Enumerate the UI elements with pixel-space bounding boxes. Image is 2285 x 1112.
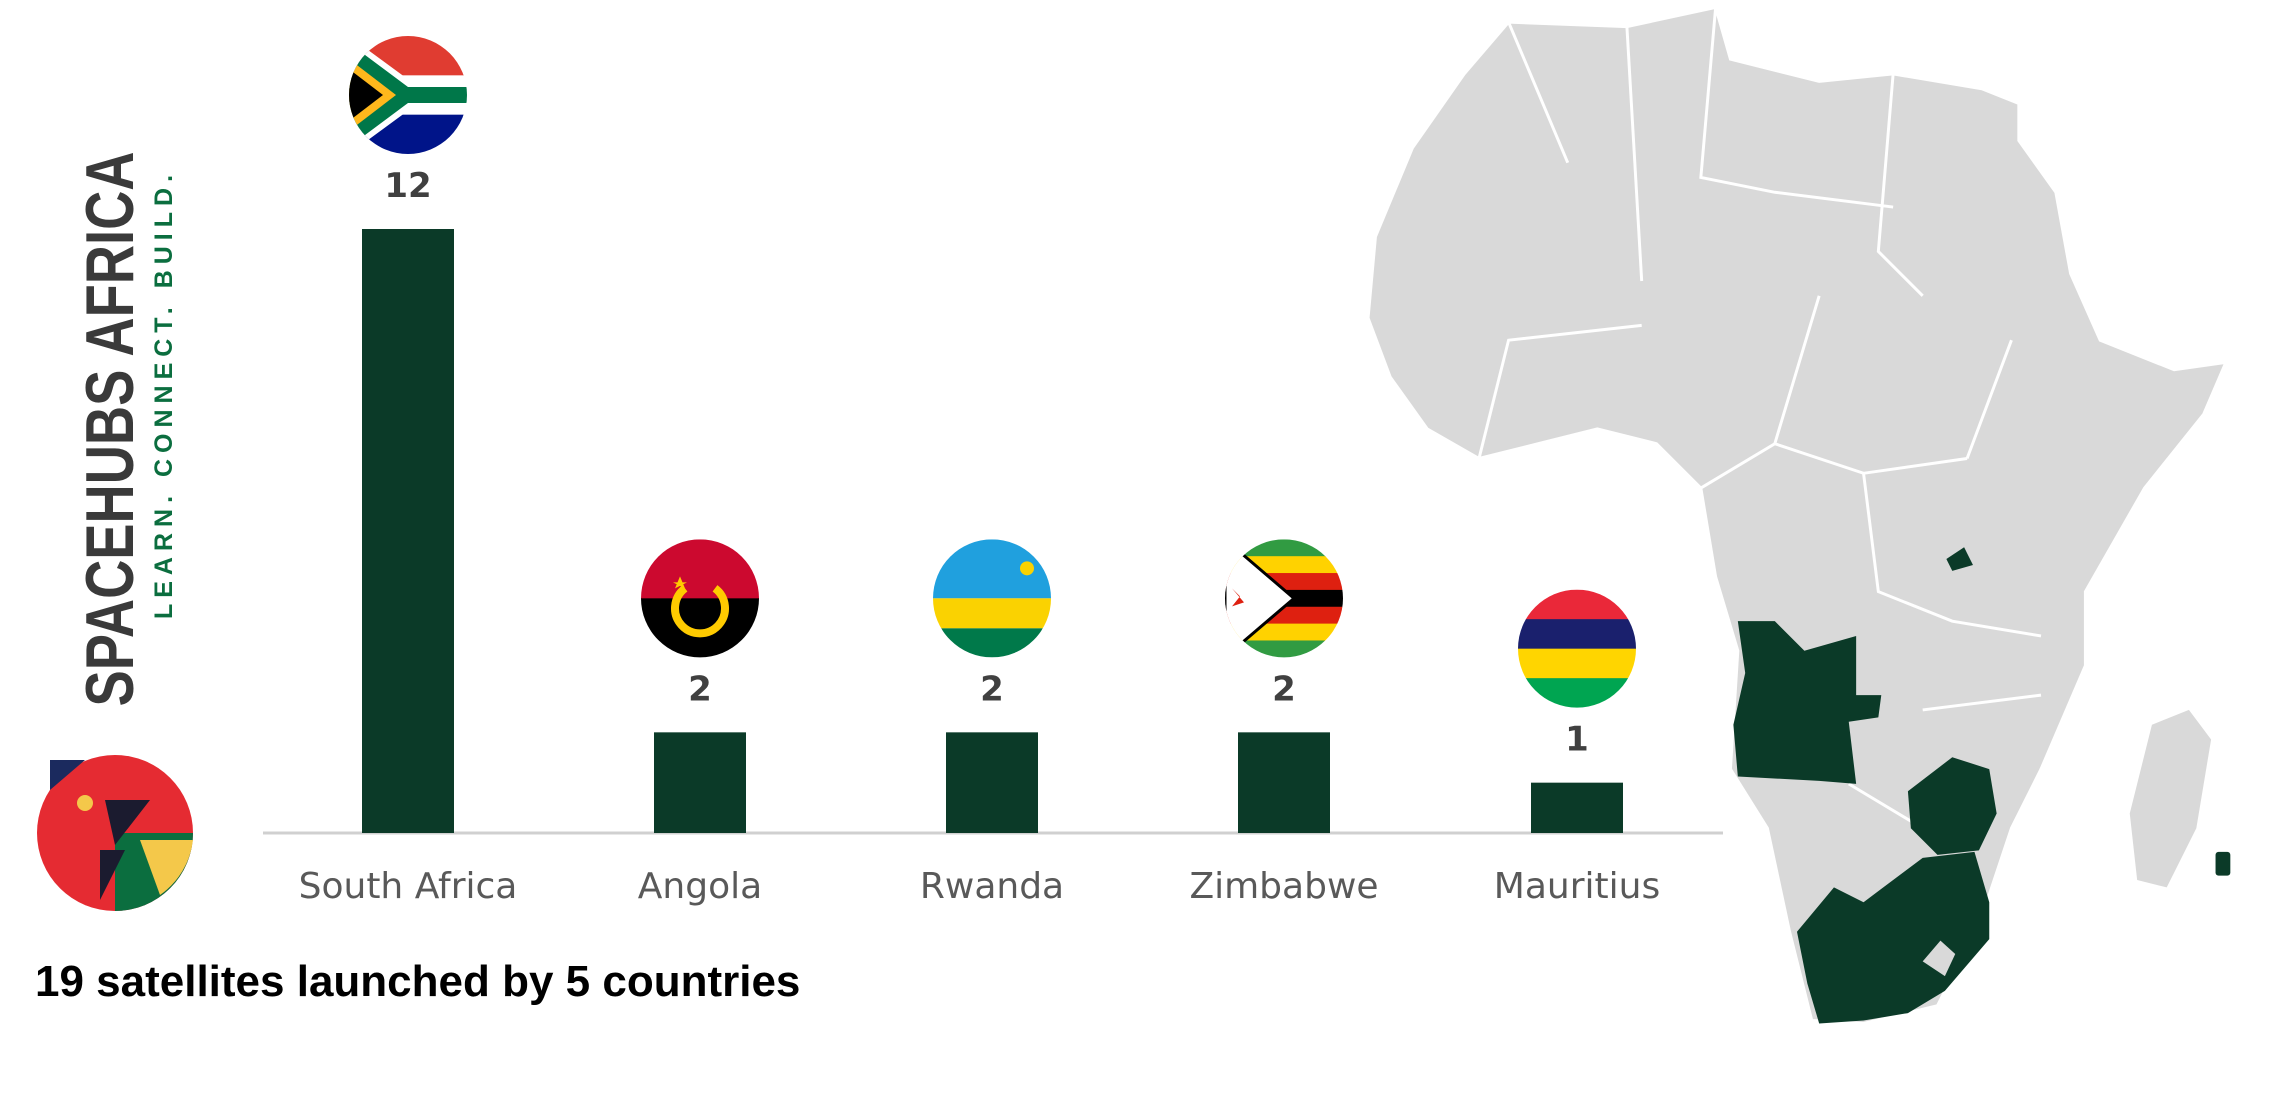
flag xyxy=(349,36,467,154)
x-tick-label: Rwanda xyxy=(920,866,1064,907)
brand: SPACEHUBS AFRICA xyxy=(72,152,148,707)
value-label: 1 xyxy=(1565,720,1589,760)
flag xyxy=(933,539,1051,658)
bar xyxy=(1531,782,1623,833)
x-tick-label: Zimbabwe xyxy=(1189,866,1378,907)
x-tick-label: Mauritius xyxy=(1494,866,1660,907)
flag-part xyxy=(349,43,467,147)
flag xyxy=(1518,589,1636,708)
flag-stripe xyxy=(1518,678,1636,708)
flag-stripe xyxy=(641,598,759,658)
tagline: LEARN. CONNECT. BUILD. xyxy=(150,169,178,619)
bar xyxy=(654,732,746,833)
flag-part xyxy=(1020,561,1034,576)
flag-part xyxy=(349,69,383,121)
value-label: 12 xyxy=(384,166,431,206)
flag-part xyxy=(1225,539,1297,658)
flag-stripe xyxy=(1225,640,1343,658)
x-tick-label: South Africa xyxy=(299,866,518,907)
value-label: 2 xyxy=(688,669,712,709)
bar xyxy=(362,229,454,833)
flag-stripe xyxy=(1518,589,1636,620)
flag-stripe xyxy=(1518,619,1636,650)
flag-stripe xyxy=(933,628,1051,658)
x-tick-label: Angola xyxy=(638,866,762,907)
flag xyxy=(641,539,759,658)
flag-stripe xyxy=(641,539,759,599)
bar xyxy=(946,732,1038,833)
flag xyxy=(1225,539,1343,658)
value-label: 2 xyxy=(980,669,1004,709)
flag-part xyxy=(671,585,729,638)
flag-stripe xyxy=(1518,648,1636,679)
flag-part xyxy=(1232,588,1244,607)
flag-stripe xyxy=(1225,539,1343,557)
value-label: 2 xyxy=(1272,669,1296,709)
logo xyxy=(37,755,193,911)
chart-title: 19 satellites launched by 5 countries xyxy=(35,957,800,1006)
flag-stripe xyxy=(933,598,1051,629)
flag-part xyxy=(673,576,687,589)
africa-map xyxy=(1366,5,2231,1025)
bar xyxy=(1238,732,1330,833)
